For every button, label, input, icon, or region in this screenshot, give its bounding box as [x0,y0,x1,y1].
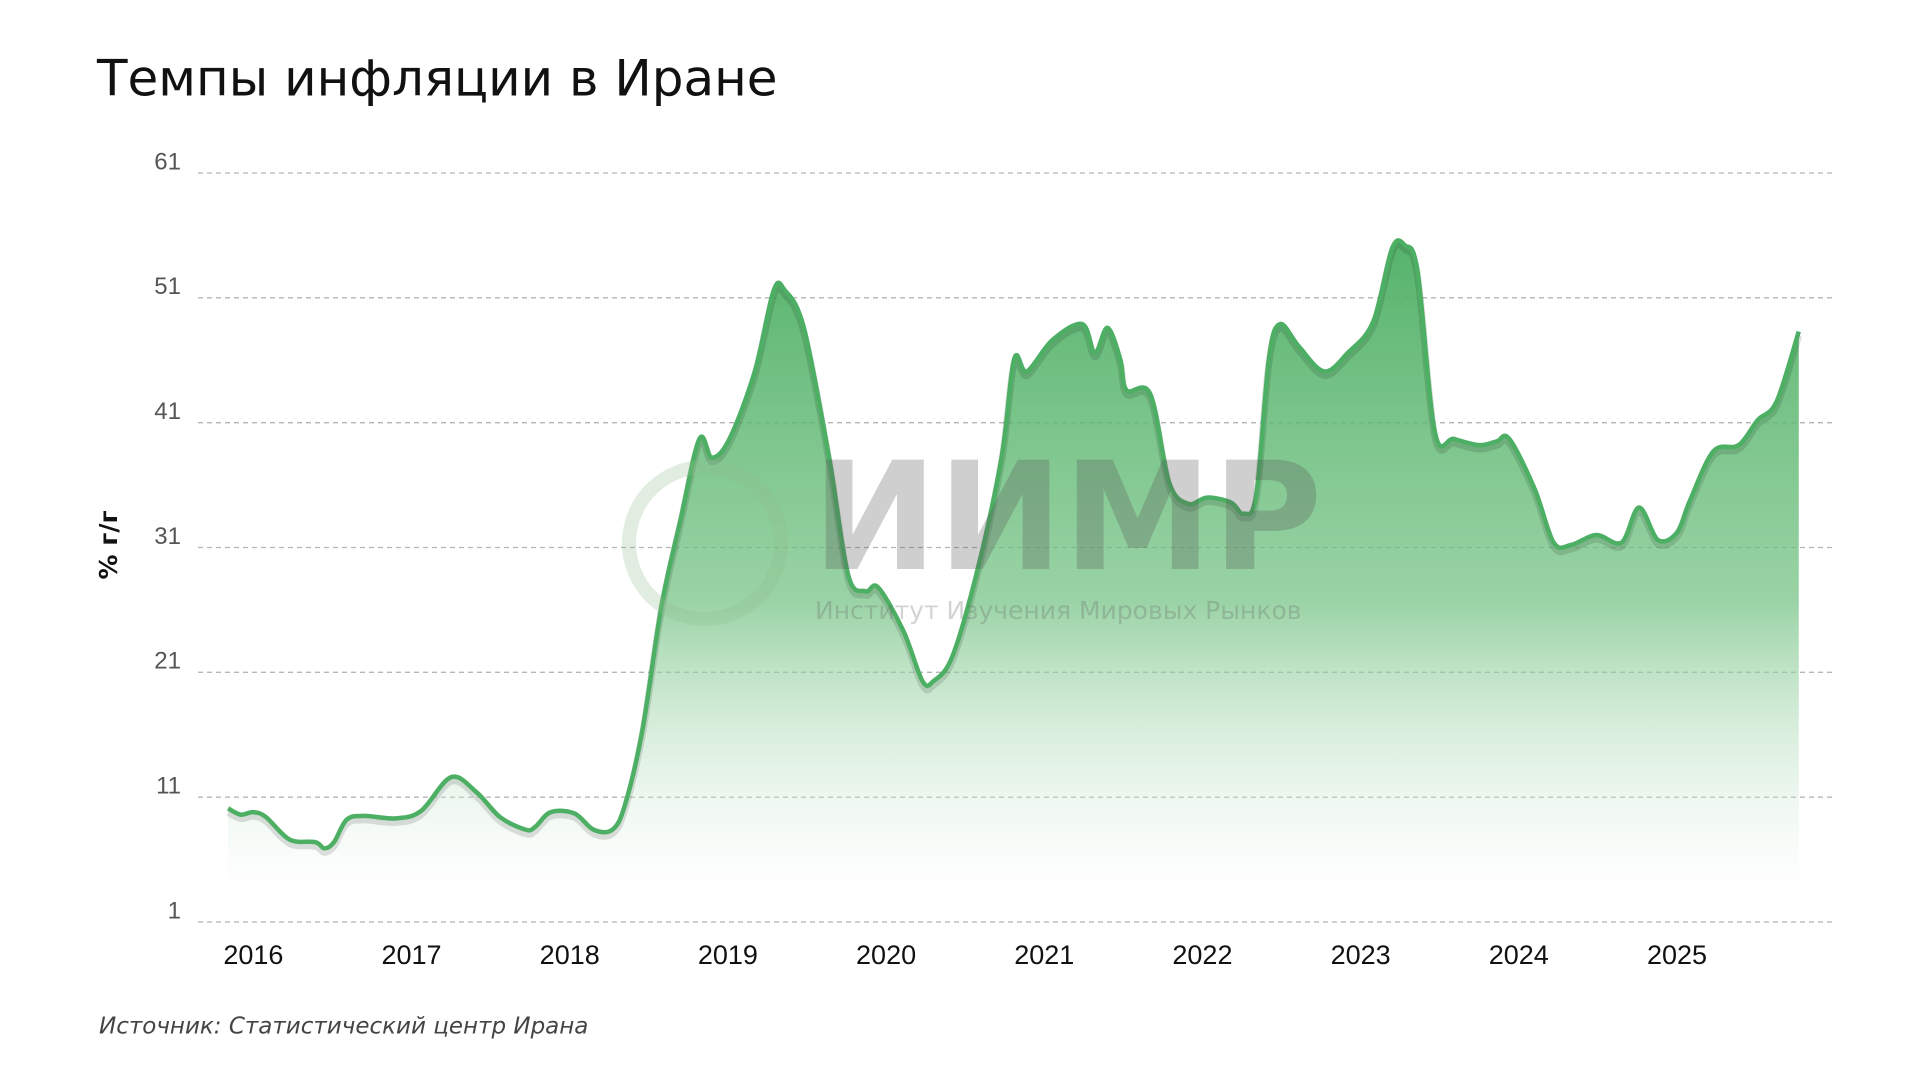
x-tick-label: 2022 [1172,940,1232,970]
y-tick-label: 51 [154,273,181,300]
chart-title: Темпы инфляции в Иране [96,50,778,108]
x-tick-label: 2023 [1331,940,1391,970]
watermark: ИИМР Институт Изучения Мировых Рынков [622,431,1322,626]
watermark-subtitle: Институт Изучения Мировых Рынков [815,596,1301,625]
watermark-title: ИИМР [812,431,1322,605]
source-note: Источник: Статистический центр Ирана [99,1014,588,1040]
x-tick-label: 2019 [698,940,758,970]
x-tick-label: 2016 [223,940,283,970]
y-tick-label: 41 [154,398,181,425]
x-tick-label: 2024 [1489,940,1549,970]
area-fill [228,240,1799,898]
y-tick-label: 61 [154,148,181,175]
x-tick-label: 2017 [382,940,442,970]
y-tick-label: 21 [154,648,181,675]
y-tick-label: 11 [156,773,181,800]
x-tick-label: 2020 [856,940,916,970]
x-tick-label: 2021 [1014,940,1074,970]
data-line [226,238,1801,851]
y-tick-label: 1 [168,897,181,924]
y-tick-label: 31 [154,523,181,550]
watermark-logo [622,460,788,626]
x-tick-label: 2018 [540,940,600,970]
x-tick-label: 2025 [1647,940,1707,970]
y-axis-label: % г/г [94,510,123,579]
